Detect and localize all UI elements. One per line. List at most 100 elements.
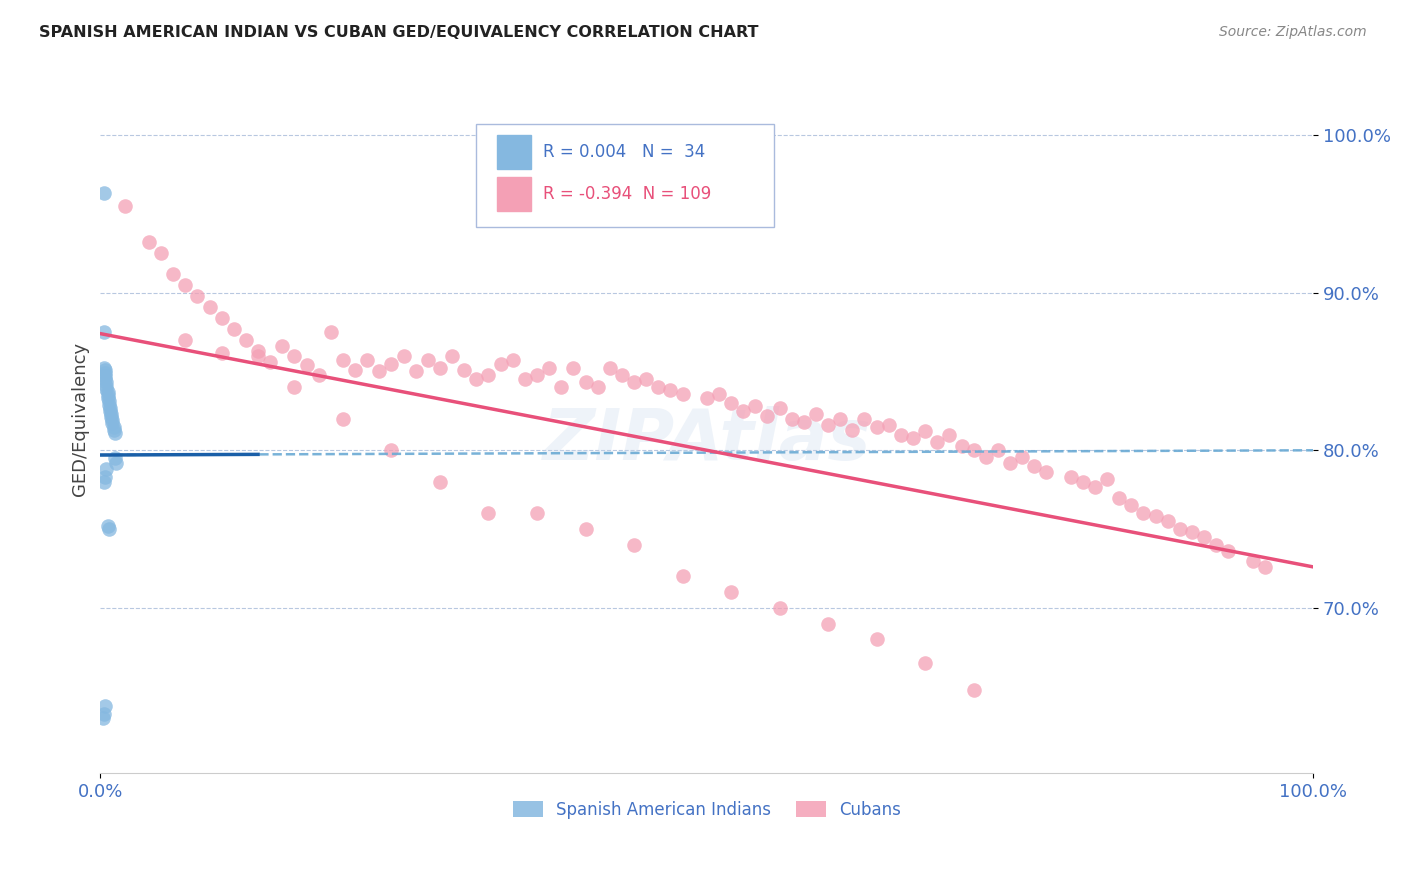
Point	[247, 343, 270, 358]
Point	[720, 585, 742, 599]
Point	[104, 425, 127, 440]
Point	[1218, 544, 1240, 558]
Point	[586, 380, 609, 394]
Point	[344, 363, 367, 377]
Point	[998, 456, 1021, 470]
Point	[623, 376, 645, 390]
Point	[150, 246, 173, 260]
Point	[222, 322, 245, 336]
Point	[96, 462, 118, 476]
Point	[97, 384, 120, 399]
Point	[550, 380, 572, 394]
Text: SPANISH AMERICAN INDIAN VS CUBAN GED/EQUIVALENCY CORRELATION CHART: SPANISH AMERICAN INDIAN VS CUBAN GED/EQU…	[39, 25, 759, 40]
Y-axis label: GED/Equivalency: GED/Equivalency	[72, 342, 89, 496]
Point	[96, 382, 118, 396]
Point	[562, 361, 585, 376]
Point	[865, 632, 887, 647]
Point	[877, 418, 900, 433]
Point	[332, 353, 354, 368]
Point	[671, 386, 693, 401]
Point	[97, 391, 120, 405]
Point	[987, 443, 1010, 458]
Point	[97, 394, 120, 409]
Point	[1035, 466, 1057, 480]
Point	[162, 267, 184, 281]
Point	[1024, 458, 1046, 473]
Point	[477, 368, 499, 382]
Point	[1084, 479, 1107, 493]
Point	[259, 355, 281, 369]
Point	[93, 186, 115, 201]
Point	[853, 411, 876, 425]
Point	[1121, 499, 1143, 513]
Point	[1060, 470, 1083, 484]
Text: Source: ZipAtlas.com: Source: ZipAtlas.com	[1219, 25, 1367, 39]
Point	[768, 601, 790, 615]
Point	[416, 353, 439, 368]
Point	[103, 419, 125, 434]
Text: ZIPAtlas: ZIPAtlas	[543, 406, 872, 475]
Point	[671, 569, 693, 583]
Point	[100, 407, 122, 421]
Point	[817, 418, 839, 433]
Point	[502, 353, 524, 368]
Point	[94, 372, 117, 386]
Point	[610, 368, 633, 382]
Point	[198, 300, 221, 314]
Point	[94, 698, 117, 713]
Point	[963, 682, 986, 697]
Point	[283, 380, 305, 394]
FancyBboxPatch shape	[477, 124, 773, 227]
Point	[830, 411, 852, 425]
Point	[963, 443, 986, 458]
Point	[804, 407, 827, 421]
Point	[720, 396, 742, 410]
Point	[696, 391, 718, 405]
Point	[793, 415, 815, 429]
Point	[308, 368, 330, 382]
Point	[98, 401, 121, 415]
Point	[707, 386, 730, 401]
Point	[211, 310, 233, 325]
Point	[100, 410, 122, 425]
Point	[1254, 560, 1277, 574]
Point	[332, 411, 354, 425]
Point	[1144, 509, 1167, 524]
Point	[636, 372, 658, 386]
Legend: Spanish American Indians, Cubans: Spanish American Indians, Cubans	[506, 794, 908, 825]
Point	[101, 417, 124, 431]
Point	[574, 376, 596, 390]
Point	[271, 339, 294, 353]
Point	[98, 404, 121, 418]
Point	[295, 358, 318, 372]
Point	[94, 369, 117, 384]
Point	[94, 363, 117, 377]
Point	[841, 423, 863, 437]
Point	[780, 411, 803, 425]
Point	[429, 475, 451, 489]
Point	[1011, 450, 1033, 464]
Point	[1157, 514, 1180, 528]
Point	[489, 357, 512, 371]
Point	[890, 427, 912, 442]
Point	[1132, 506, 1154, 520]
Point	[1071, 475, 1094, 489]
Text: R = 0.004   N =  34: R = 0.004 N = 34	[543, 143, 706, 161]
Point	[380, 443, 402, 458]
Point	[974, 450, 997, 464]
Point	[1181, 525, 1204, 540]
Point	[94, 366, 117, 380]
Point	[574, 522, 596, 536]
Point	[105, 456, 128, 470]
Point	[1205, 538, 1227, 552]
Point	[526, 506, 548, 520]
Point	[756, 409, 779, 423]
Point	[94, 470, 117, 484]
Point	[174, 333, 197, 347]
Point	[93, 475, 115, 489]
Point	[441, 349, 464, 363]
Point	[465, 372, 488, 386]
Point	[211, 345, 233, 359]
Point	[368, 364, 391, 378]
Point	[93, 706, 115, 721]
